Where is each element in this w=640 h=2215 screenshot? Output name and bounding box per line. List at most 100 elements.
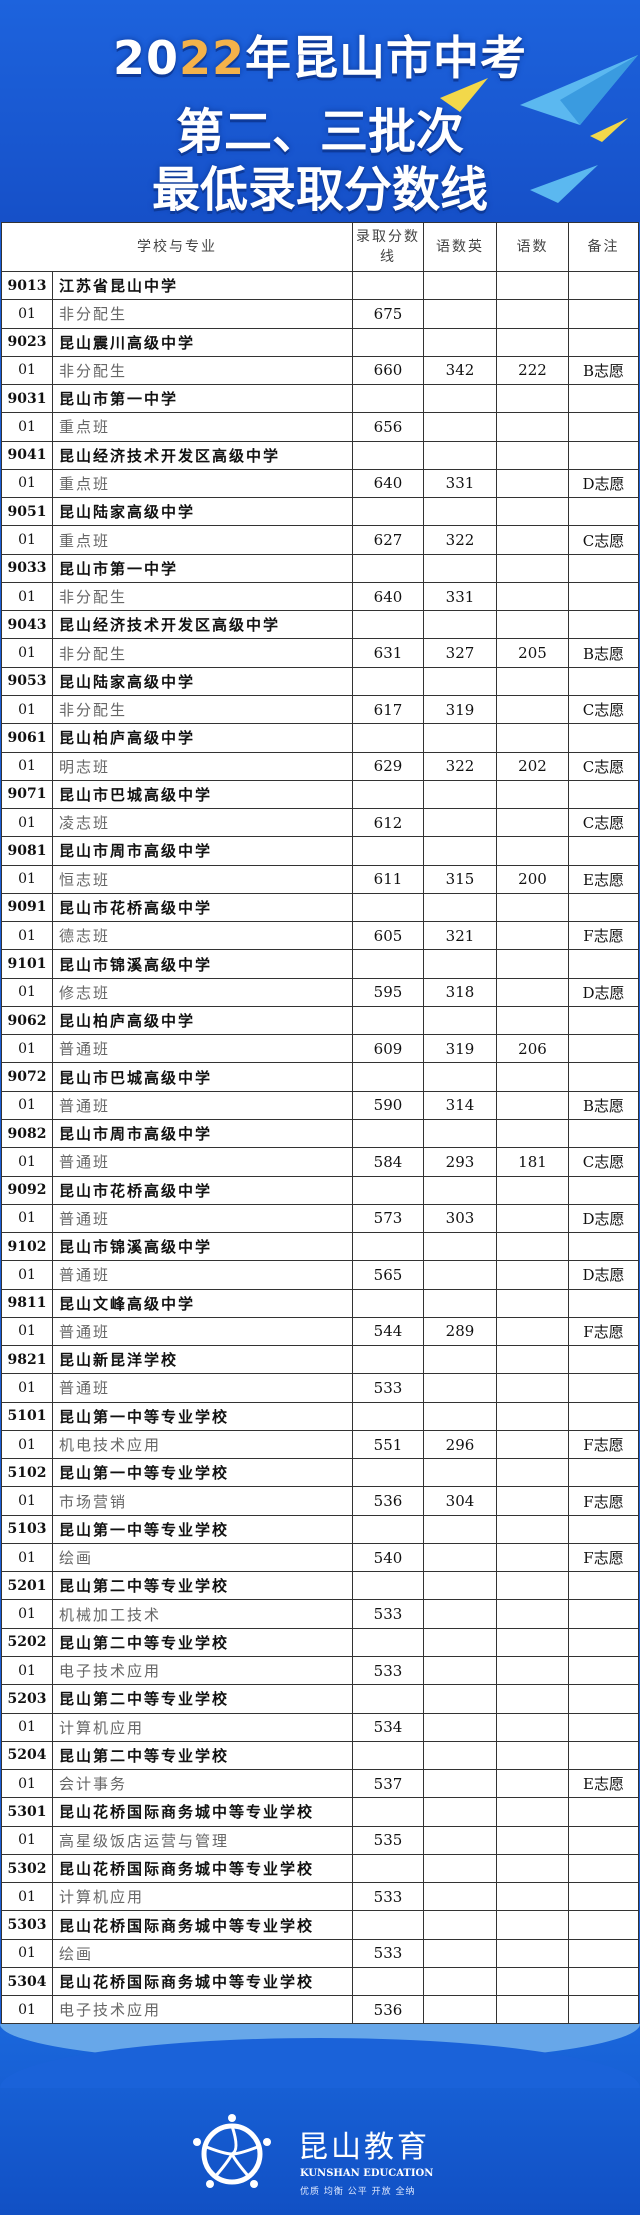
major-row: 01 非分配生 640 331 bbox=[2, 581, 638, 611]
table-header: 学校与专业 录取分数线 语数英 语数 备注 bbox=[2, 223, 638, 271]
cell-remark bbox=[568, 1911, 638, 1939]
cell-score: 640 bbox=[352, 469, 423, 498]
cell-remark: F志愿 bbox=[568, 1430, 638, 1459]
school-row: 9041 昆山经济技术开发区高级中学 bbox=[2, 440, 638, 469]
cell-chn-math-eng bbox=[423, 1826, 496, 1854]
cell-score bbox=[352, 1176, 423, 1204]
cell-chn-math-eng bbox=[423, 1883, 496, 1911]
cell-remark: D志愿 bbox=[568, 1204, 638, 1233]
cell-code: 01 bbox=[18, 758, 36, 775]
school-row: 9101 昆山市锦溪高级中学 bbox=[2, 949, 638, 978]
cell-code: 5302 bbox=[7, 1860, 47, 1877]
cell-chn-math-eng bbox=[423, 1657, 496, 1685]
cell-chn-math-eng: 321 bbox=[423, 922, 496, 950]
major-row: 01 非分配生 675 bbox=[2, 299, 638, 328]
cell-remark bbox=[568, 1600, 638, 1628]
cell-chn-math bbox=[496, 469, 568, 498]
cell-chn-math bbox=[496, 1346, 568, 1374]
cell-chn-math bbox=[496, 1261, 568, 1289]
cell-name: 会计事务 bbox=[52, 1770, 352, 1798]
major-row: 01 计算机应用 533 bbox=[2, 1882, 638, 1911]
school-row: 9081 昆山市周市高级中学 bbox=[2, 836, 638, 865]
cell-score: 629 bbox=[352, 752, 423, 780]
cell-chn-math-eng bbox=[423, 1289, 496, 1317]
cell-chn-math bbox=[496, 1204, 568, 1233]
cell-chn-math-eng: 303 bbox=[423, 1204, 496, 1233]
major-row: 01 凌志班 612 C志愿 bbox=[2, 808, 638, 837]
cell-remark bbox=[568, 498, 638, 526]
cell-score bbox=[352, 950, 423, 978]
cell-name: 昆山花桥国际商务城中等专业学校 bbox=[52, 1911, 352, 1939]
paper-plane-icon bbox=[520, 55, 638, 125]
cell-score bbox=[352, 837, 423, 865]
cell-code: 9071 bbox=[7, 786, 47, 803]
cell-chn-math-eng: 315 bbox=[423, 865, 496, 893]
cell-score bbox=[352, 1911, 423, 1939]
cell-chn-math-eng bbox=[423, 1967, 496, 1996]
cell-chn-math bbox=[496, 1176, 568, 1204]
cell-code: 5101 bbox=[7, 1408, 47, 1425]
school-row: 9811 昆山文峰高级中学 bbox=[2, 1288, 638, 1317]
cell-remark: C志愿 bbox=[568, 695, 638, 724]
title-year-a: 20 bbox=[112, 31, 179, 85]
footer: 昆山教育 KUNSHAN EDUCATION 优质 均衡 公平 开放 全纳 bbox=[0, 2024, 640, 2215]
cell-name: 昆山市锦溪高级中学 bbox=[52, 950, 352, 978]
school-row: 9051 昆山陆家高级中学 bbox=[2, 497, 638, 526]
school-row: 5101 昆山第一中等专业学校 bbox=[2, 1401, 638, 1430]
cell-code: 01 bbox=[18, 1210, 36, 1227]
cell-chn-math bbox=[496, 1600, 568, 1628]
cell-chn-math bbox=[496, 1996, 568, 2024]
header-school-major: 学校与专业 bbox=[137, 239, 217, 255]
cell-chn-math-eng: 322 bbox=[423, 752, 496, 780]
header-chn-math: 语数 bbox=[496, 223, 568, 271]
cell-code: 9091 bbox=[7, 899, 47, 916]
cell-remark bbox=[568, 328, 638, 356]
cell-score bbox=[352, 1402, 423, 1430]
cell-code: 01 bbox=[18, 1040, 36, 1057]
cell-code: 01 bbox=[18, 475, 36, 492]
cell-name: 昆山市巴城高级中学 bbox=[52, 780, 352, 809]
cell-name: 昆山市巴城高级中学 bbox=[52, 1063, 352, 1091]
cell-score: 627 bbox=[352, 526, 423, 554]
school-row: 5103 昆山第一中等专业学校 bbox=[2, 1514, 638, 1543]
cell-remark bbox=[568, 1996, 638, 2024]
cell-remark: E志愿 bbox=[568, 1770, 638, 1798]
cell-chn-math bbox=[496, 1967, 568, 1996]
cell-score: 660 bbox=[352, 356, 423, 385]
cell-chn-math-eng bbox=[423, 1685, 496, 1713]
cell-remark bbox=[568, 1826, 638, 1854]
cell-name: 普通班 bbox=[52, 1261, 352, 1289]
cell-chn-math bbox=[496, 724, 568, 752]
cell-chn-math-eng bbox=[423, 328, 496, 356]
cell-score bbox=[352, 611, 423, 639]
cell-chn-math bbox=[496, 441, 568, 469]
cell-remark: B志愿 bbox=[568, 1091, 638, 1119]
cell-score: 573 bbox=[352, 1204, 423, 1233]
cell-score: 640 bbox=[352, 582, 423, 611]
cell-remark: C志愿 bbox=[568, 526, 638, 554]
brand-english: KUNSHAN EDUCATION bbox=[300, 2168, 434, 2179]
cell-name: 昆山柏庐高级中学 bbox=[52, 1006, 352, 1035]
cell-score bbox=[352, 554, 423, 582]
major-row: 01 普通班 533 bbox=[2, 1373, 638, 1402]
cell-name: 非分配生 bbox=[52, 695, 352, 724]
cell-chn-math bbox=[496, 1063, 568, 1091]
major-row: 01 绘画 533 bbox=[2, 1938, 638, 1967]
school-row: 5204 昆山第二中等专业学校 bbox=[2, 1740, 638, 1770]
cell-name: 昆山市周市高级中学 bbox=[52, 1119, 352, 1148]
cell-chn-math-eng bbox=[423, 441, 496, 469]
school-row: 9072 昆山市巴城高级中学 bbox=[2, 1062, 638, 1091]
cell-chn-math-eng: 331 bbox=[423, 582, 496, 611]
cell-chn-math bbox=[496, 1374, 568, 1402]
cell-code: 01 bbox=[18, 1606, 36, 1623]
cell-code: 01 bbox=[18, 1945, 36, 1962]
cell-chn-math: 181 bbox=[496, 1148, 568, 1176]
cell-remark bbox=[568, 1006, 638, 1035]
cell-chn-math bbox=[496, 582, 568, 611]
cell-score: 584 bbox=[352, 1148, 423, 1176]
cell-name: 昆山第一中等专业学校 bbox=[52, 1402, 352, 1430]
school-row: 9071 昆山市巴城高级中学 bbox=[2, 779, 638, 809]
cell-chn-math bbox=[496, 1430, 568, 1459]
cell-code: 01 bbox=[18, 2001, 36, 2018]
cell-code: 01 bbox=[18, 1832, 36, 1849]
